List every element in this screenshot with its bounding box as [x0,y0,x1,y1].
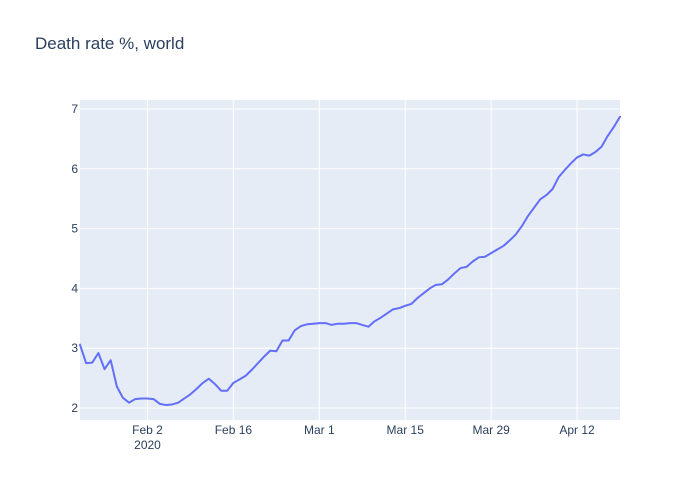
x-tick-label: Mar 15 [387,423,425,437]
x-gridlines [147,100,578,420]
y-tick-label: 4 [71,281,78,295]
x-tick-label: Apr 12 [559,423,595,437]
plot-area [80,100,620,420]
y-tick-label: 5 [71,222,78,236]
x-tick-label: Feb 2 [132,423,163,437]
y-tick-label: 3 [71,341,78,355]
y-axis-ticks: 2 3 4 5 6 7 [71,102,78,415]
y-tick-label: 6 [71,162,78,176]
y-tick-label: 7 [71,102,78,116]
chart-title: Death rate %, world [35,34,185,53]
x-tick-label: Feb 16 [215,423,253,437]
x-tick-label: Mar 29 [472,423,510,437]
y-gridlines [80,108,620,409]
x-tick-year-label: 2020 [134,438,161,452]
series-line [79,115,621,407]
y-tick-label: 2 [71,401,78,415]
series-group [79,115,621,407]
x-tick-label: Mar 1 [304,423,335,437]
